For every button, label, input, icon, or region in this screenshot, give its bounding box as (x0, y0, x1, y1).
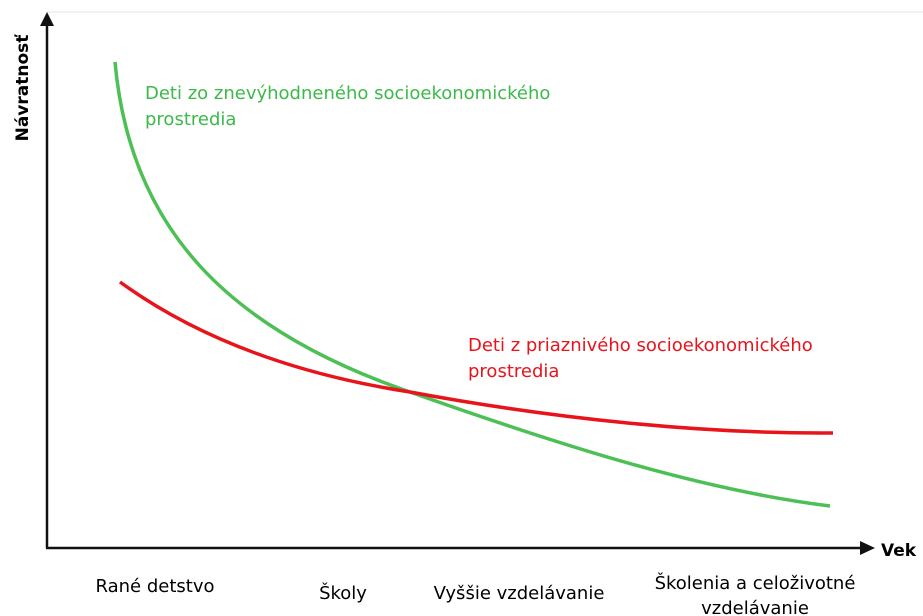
curve-label: prostredia (468, 361, 559, 382)
y-axis-arrow (40, 12, 54, 26)
curve-advantaged (118, 280, 834, 435)
stage-label: Školy (319, 582, 367, 604)
stage-label: vzdelávanie (701, 598, 809, 616)
x-axis-label: Vek (881, 541, 917, 561)
y-axis-label: Návratnosť (13, 34, 33, 142)
stage-label: Školenia a celoživotné (655, 572, 856, 594)
curve-label: Deti z priaznivého socioekonomického (468, 335, 813, 356)
curve-label: prostredia (145, 109, 236, 130)
x-axis-arrow (860, 541, 875, 555)
stage-label: Vyššie vzdelávanie (434, 583, 605, 604)
curve-label: Deti zo znevýhodneného socioekonomického (145, 83, 550, 104)
stage-label: Rané detstvo (95, 576, 214, 597)
